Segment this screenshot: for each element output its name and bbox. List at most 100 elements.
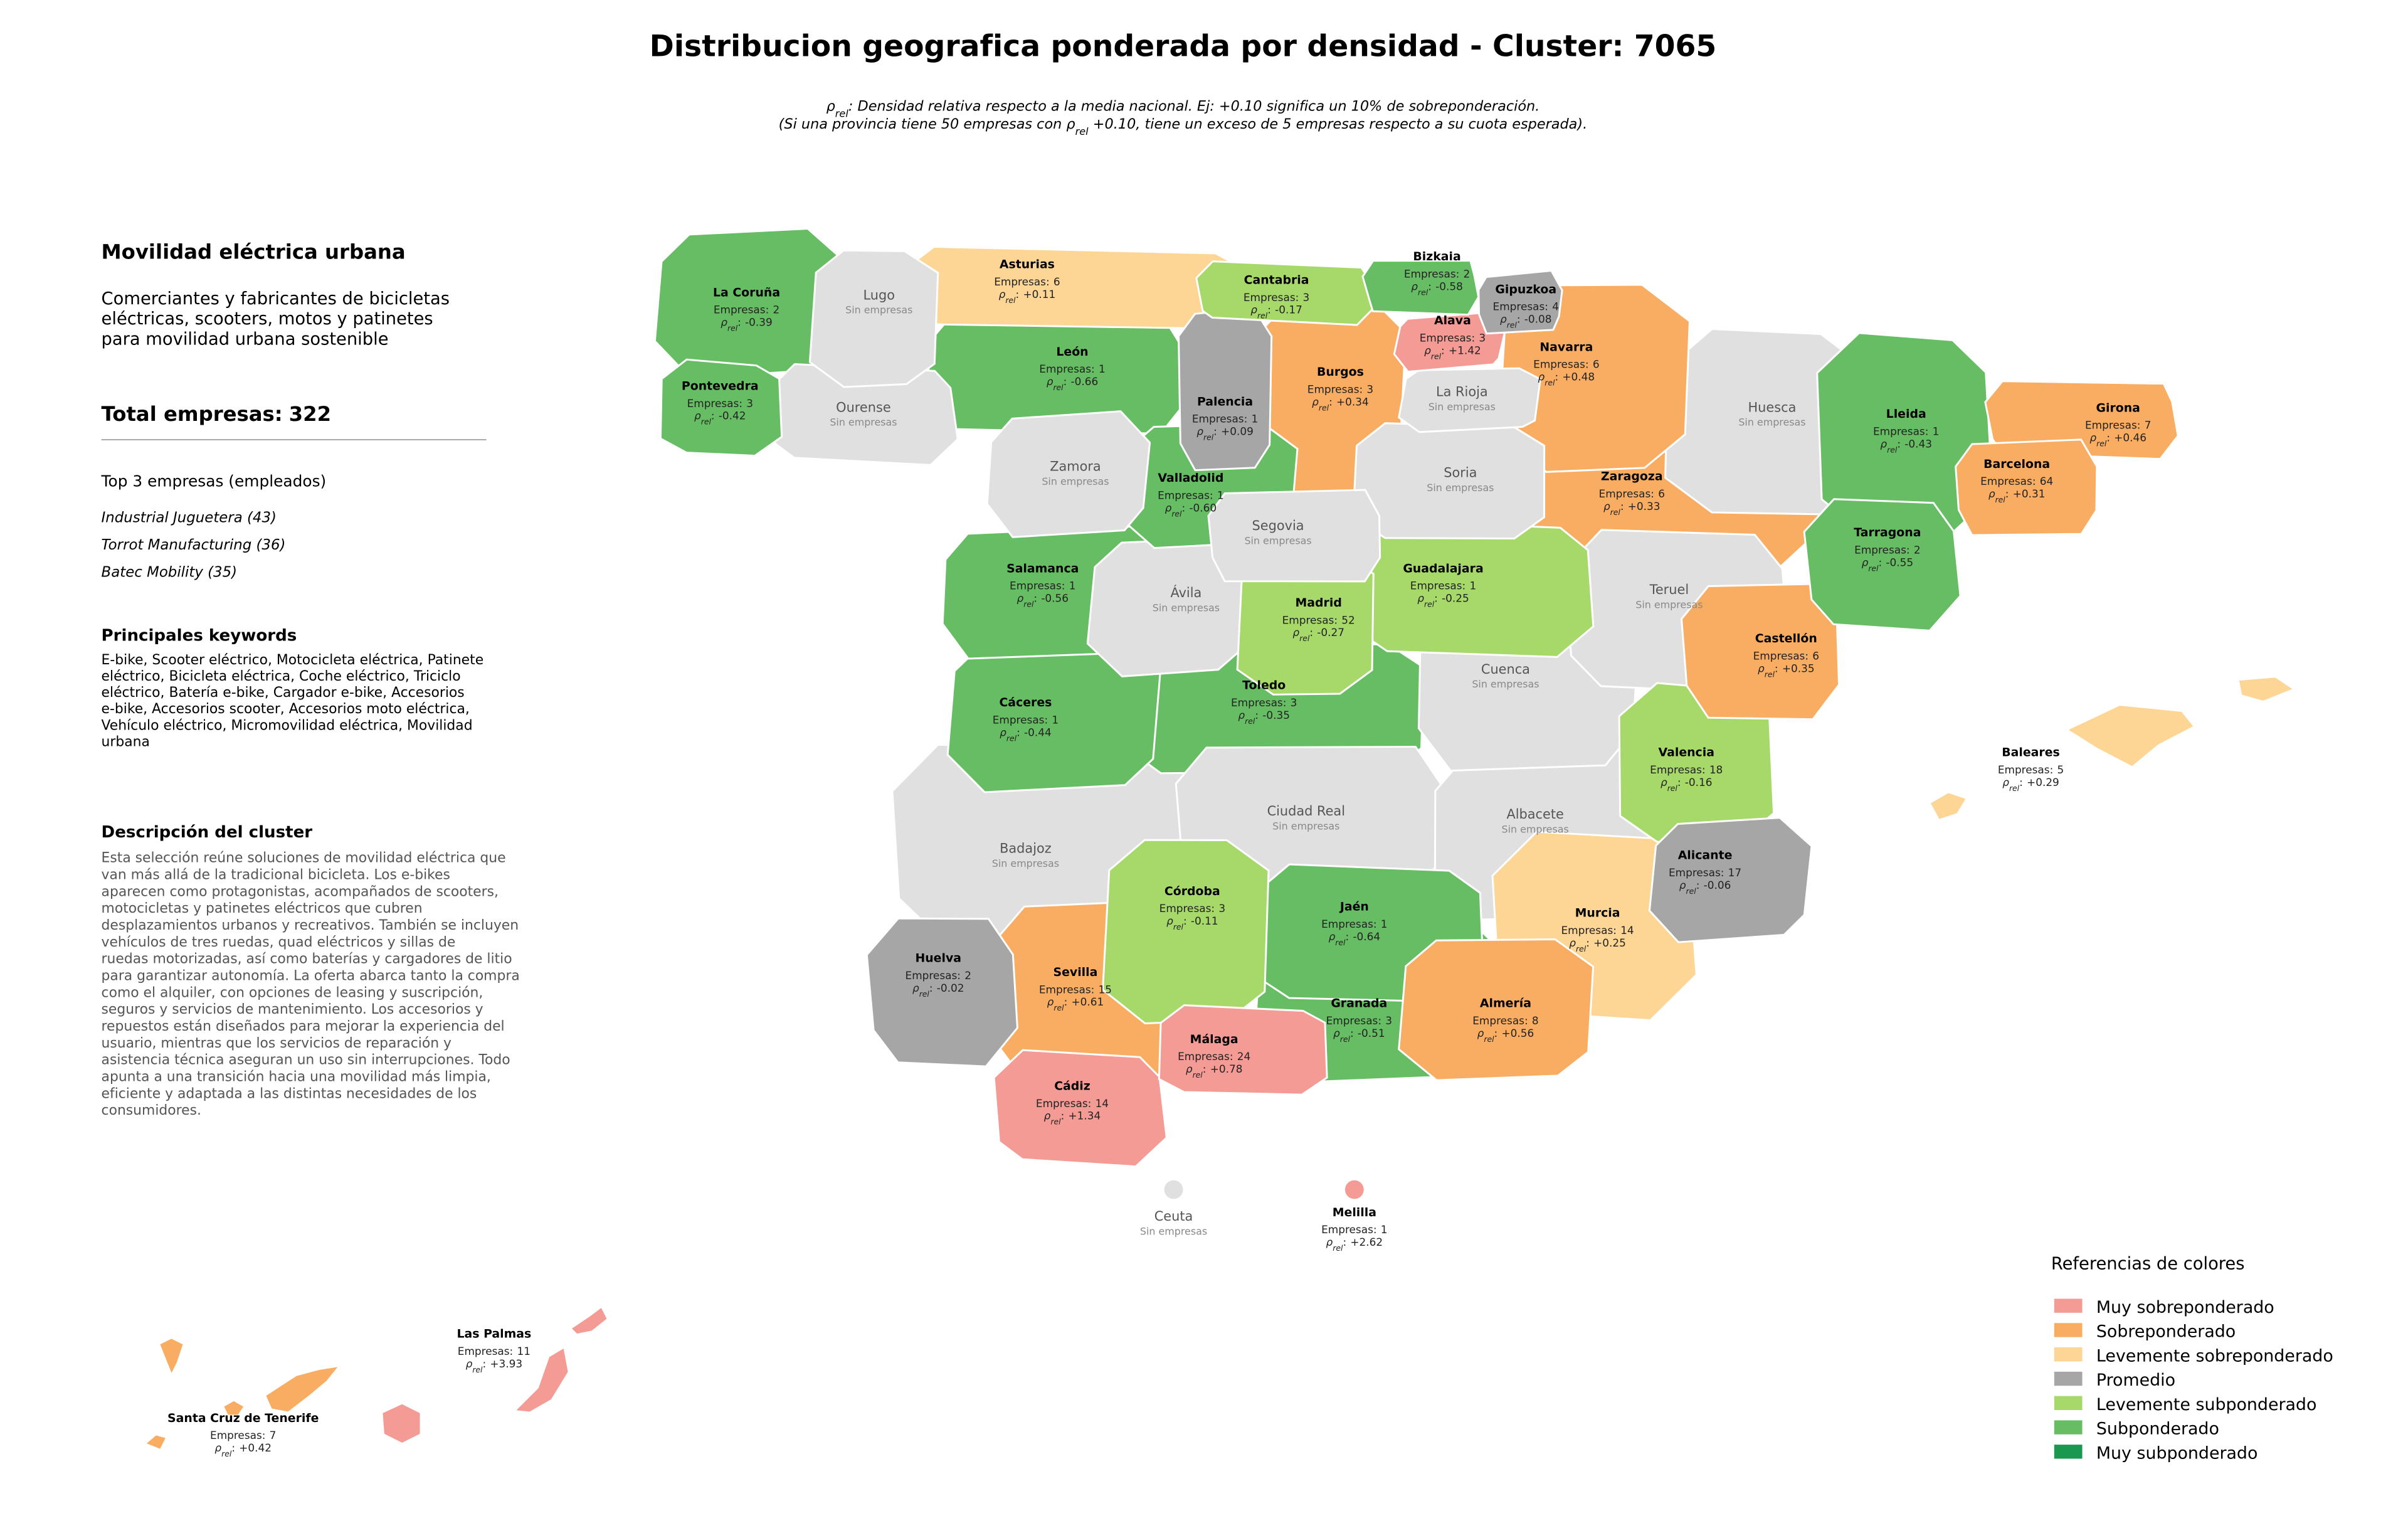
legend-swatch (2054, 1371, 2083, 1386)
province-rho: ρrel: -0.42 (694, 410, 746, 427)
count-value: 17 (1728, 866, 1742, 879)
province-rho: ρrel: -0.39 (721, 316, 773, 333)
legend-label: Muy sobreponderado (2096, 1298, 2274, 1317)
province-count: Empresas: 64 (1980, 475, 2053, 487)
province-count: Empresas: 4 (1493, 300, 1559, 313)
province-name: Cádiz (1054, 1079, 1090, 1093)
province-rho: ρrel: -0.02 (912, 982, 964, 999)
count-label: Empresas: (1282, 613, 1338, 626)
province-name: Salamanca (1006, 561, 1079, 575)
count-label: Empresas: (1307, 383, 1363, 395)
no-data-label: Sin empresas (1427, 482, 1494, 494)
province-shape (143, 1433, 169, 1451)
province-count: Empresas: 11 (458, 1345, 531, 1357)
rho-sub: rel (1050, 1117, 1061, 1126)
rho-symbol: ρ (1047, 995, 1054, 1008)
rho-symbol: ρ (1500, 313, 1507, 326)
rho-sep: : (1267, 304, 1271, 316)
subtitle: (Si una provincia tiene 50 empresas con … (779, 116, 1588, 137)
count-label: Empresas: (1854, 543, 1909, 556)
rho-sub: rel (1319, 403, 1329, 412)
count-value: 2 (1464, 268, 1471, 280)
rho-symbol: ρ (1411, 280, 1418, 292)
count-value: 1 (1252, 413, 1259, 425)
province-name: Córdoba (1164, 884, 1220, 898)
province-name: León (1056, 345, 1088, 359)
province-rho: ρrel: +2.62 (1326, 1236, 1383, 1253)
count-label: Empresas: (906, 969, 961, 982)
rho-sub: rel (472, 1364, 483, 1374)
province-name: Cáceres (999, 696, 1052, 709)
province-name: Cuenca (1481, 662, 1530, 677)
no-data-label: Sin empresas (1272, 820, 1339, 832)
count-value: 15 (1099, 983, 1112, 995)
count-label: Empresas: (1404, 268, 1459, 280)
province-name: Sevilla (1054, 965, 1098, 979)
province-shape (1648, 817, 1813, 943)
province-name: Melilla (1333, 1206, 1376, 1219)
province-name: Toledo (1242, 679, 1286, 692)
province-name: Gipuzkoa (1495, 282, 1556, 296)
no-data-label: Sin empresas (1153, 602, 1220, 613)
province-shape (1195, 260, 1376, 326)
province-count: Empresas: 5 (1998, 763, 2064, 776)
province-rho: ρrel: +0.29 (2002, 776, 2059, 793)
keywords-line: eléctrico, Batería e-bike, Cargador e-bi… (102, 685, 465, 701)
province-name: Asturias (1000, 258, 1055, 272)
province-rho: ρrel: +0.78 (1186, 1063, 1243, 1080)
rho-sub: rel (1333, 1243, 1343, 1253)
province-shape (1984, 380, 2179, 460)
description-line: para garantizar autonomía. La oferta aba… (102, 968, 520, 984)
count-label: Empresas: (1561, 924, 1616, 936)
province-shape (2237, 676, 2296, 703)
rho-sub: rel (221, 1449, 232, 1458)
top-item: Industrial Juguetera (43) (102, 510, 277, 526)
province-name: Lugo (863, 287, 895, 302)
count-value: 3 (1385, 1014, 1392, 1027)
rho-sep: : (711, 410, 715, 422)
no-data-label: Sin empresas (1140, 1226, 1207, 1238)
rho-value: -0.39 (745, 316, 773, 329)
rho-sub: rel (1545, 378, 1555, 387)
subtitle: ρrel: Densidad relativa respecto a la me… (826, 98, 1540, 120)
top-heading: Top 3 empresas (empleados) (101, 472, 327, 491)
province-count: Empresas: 6 (994, 275, 1060, 288)
province-count: Empresas: 3 (1244, 291, 1309, 304)
description-line: asistencia técnica aseguran un uso sin i… (102, 1053, 510, 1068)
province-count: Empresas: 2 (906, 969, 971, 982)
count-value: 1 (1052, 713, 1059, 726)
rho-value: +0.11 (1023, 288, 1055, 300)
rho-symbol: ρ (1661, 776, 1667, 788)
count-value: 3 (1291, 696, 1297, 709)
description-line: usuario, mientras que los servicios de r… (102, 1036, 452, 1051)
rho-symbol: ρ (1017, 592, 1023, 605)
panel-summary: para movilidad urbana sostenible (102, 329, 389, 349)
province-name: Teruel (1649, 582, 1689, 597)
count-label: Empresas: (1321, 1223, 1376, 1236)
count-value: 2 (964, 969, 971, 982)
province-name: Soria (1444, 465, 1477, 480)
count-value: 6 (1593, 358, 1600, 371)
province-name: Zaragoza (1601, 470, 1663, 484)
rho-sep: : (1620, 500, 1624, 512)
rho-value: +0.46 (2114, 432, 2147, 444)
province-count: Empresas: 1 (1873, 425, 1939, 438)
province-count: Empresas: 24 (1178, 1050, 1250, 1063)
province-count: Empresas: 3 (1231, 696, 1297, 709)
count-label: Empresas: (1753, 649, 1809, 662)
legend-swatch (2054, 1323, 2083, 1337)
count-value: 24 (1237, 1050, 1251, 1063)
province-name: Ceuta (1154, 1209, 1193, 1224)
rho-sep: : (1061, 1110, 1065, 1122)
count-value: 3 (746, 397, 753, 410)
rho-sep: : (1586, 936, 1590, 949)
rho-value: -0.66 (1071, 375, 1099, 388)
rho-sep: : (1441, 344, 1445, 356)
rho-value: +0.29 (2027, 776, 2059, 788)
rho-sub: rel (1418, 287, 1428, 297)
province-count: Empresas: 7 (210, 1429, 276, 1441)
province-shape (659, 358, 783, 457)
rho-sub: rel (1995, 494, 2006, 504)
rho-sep: : (1775, 662, 1778, 674)
